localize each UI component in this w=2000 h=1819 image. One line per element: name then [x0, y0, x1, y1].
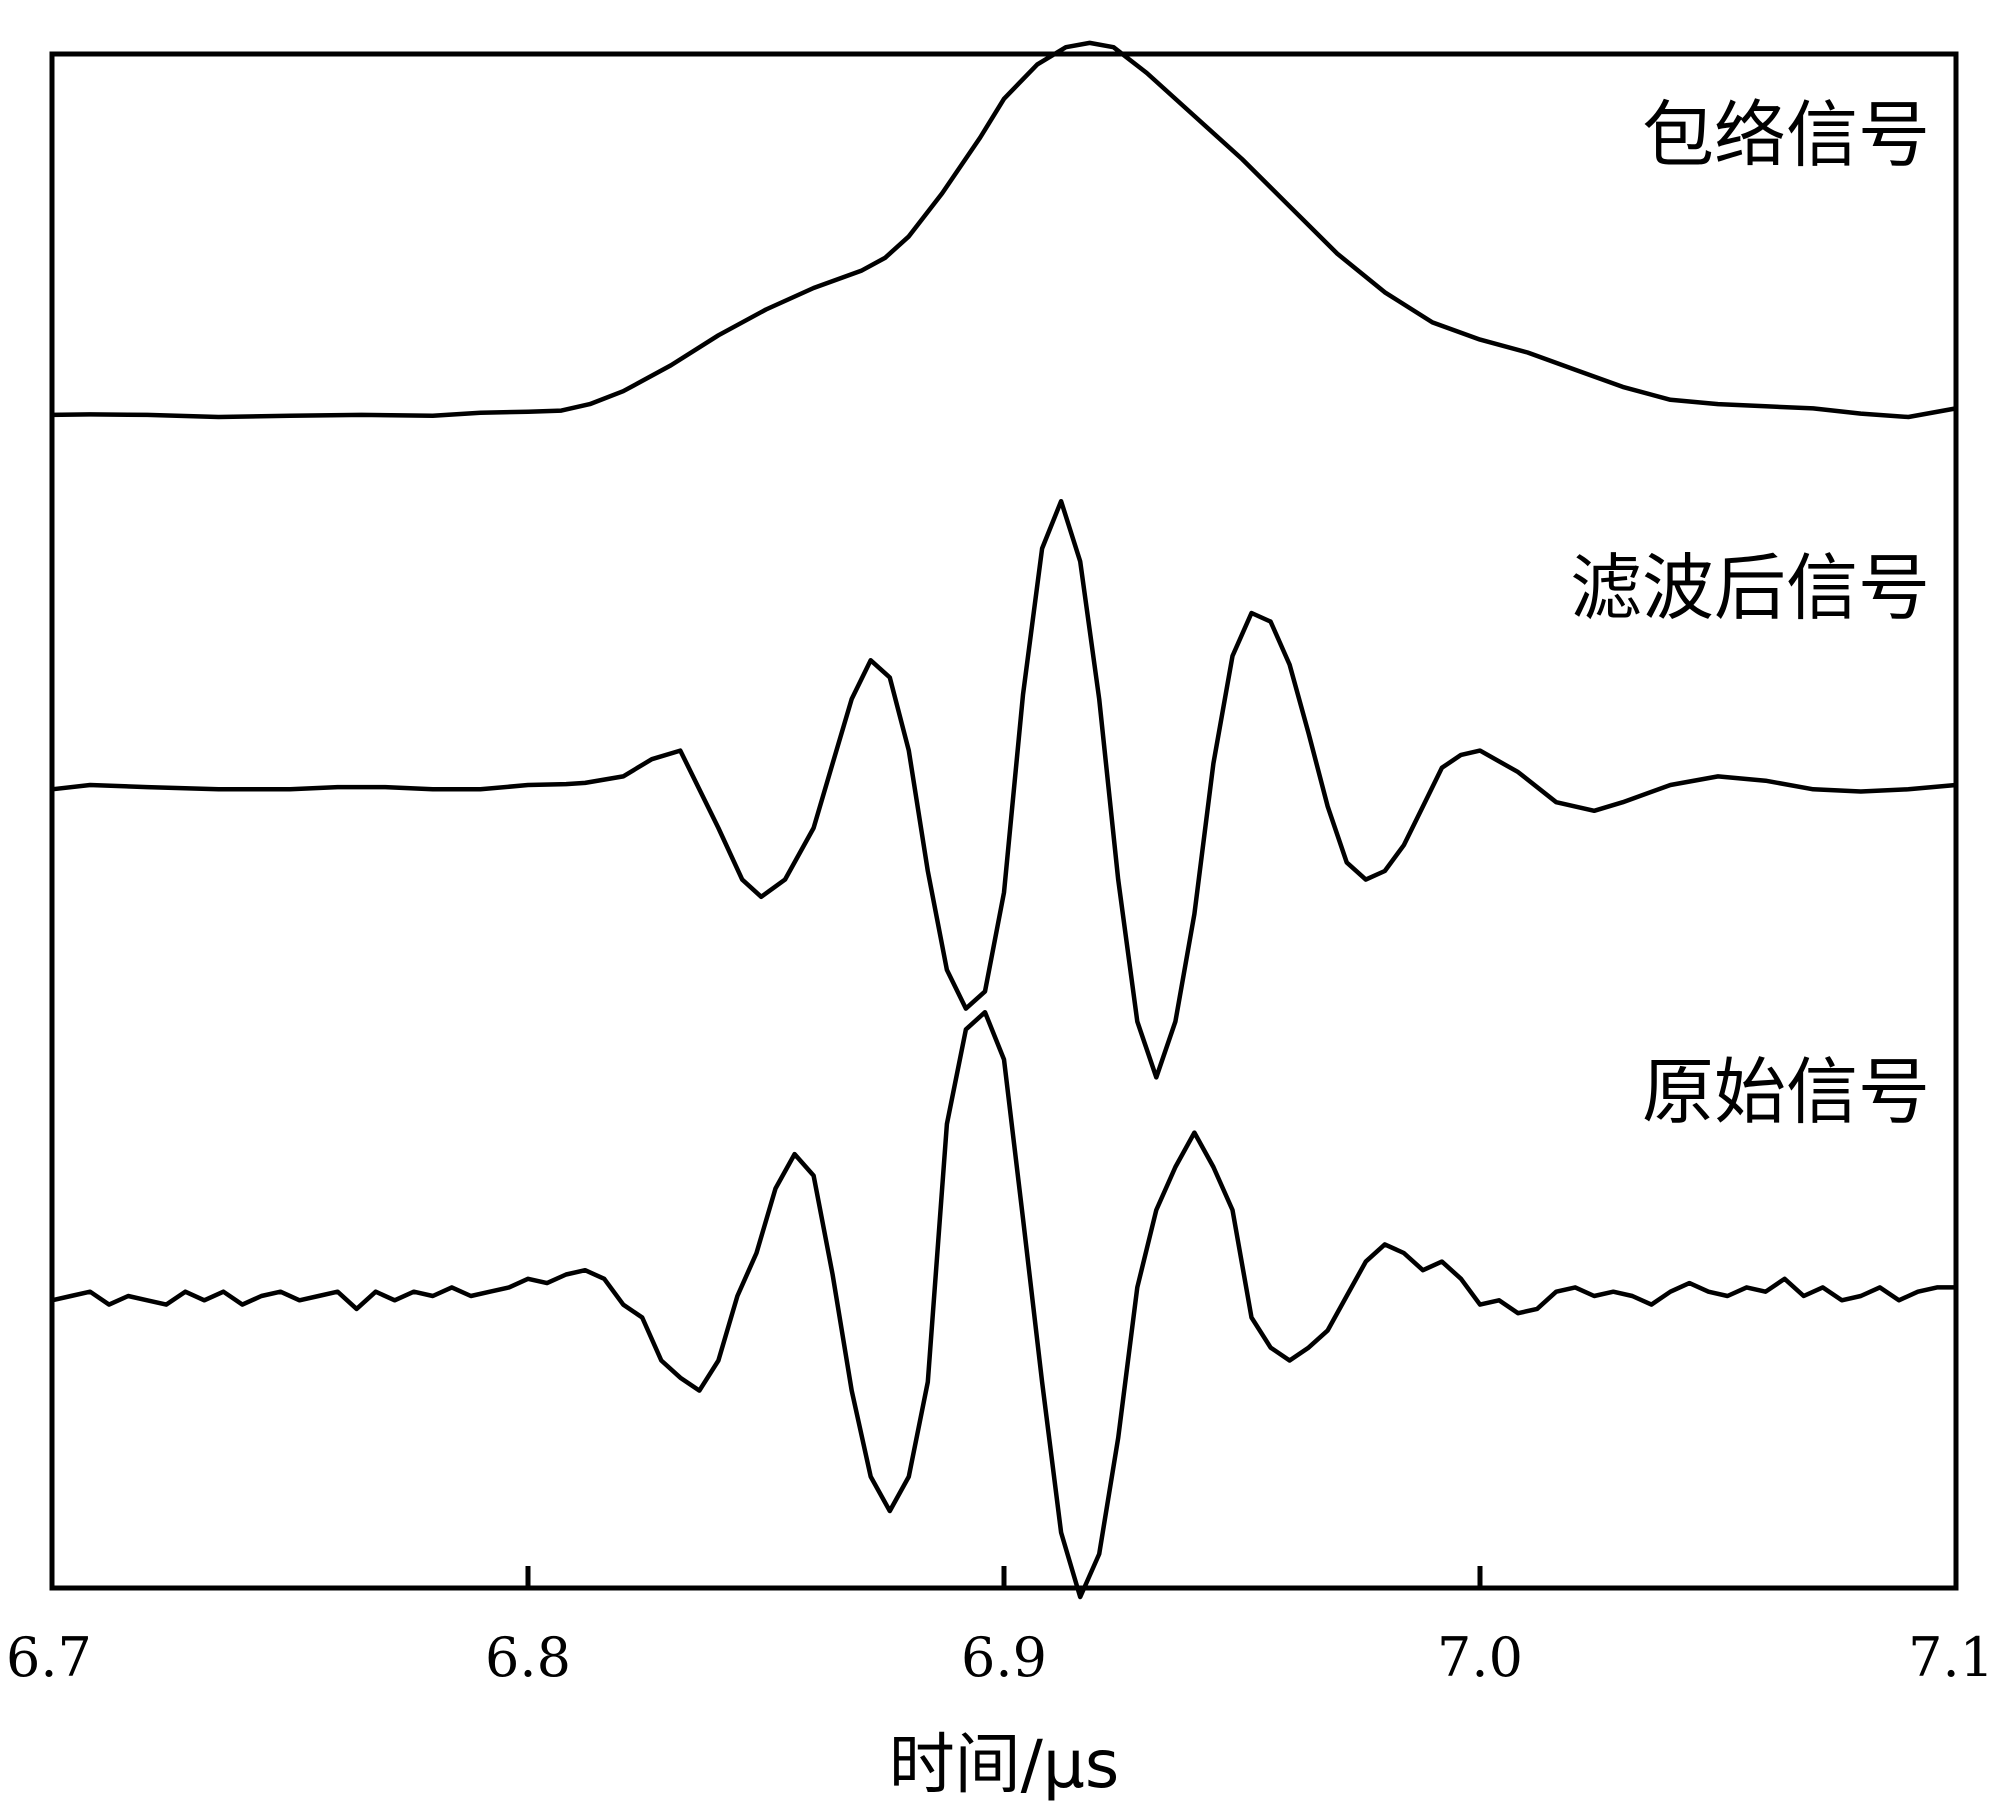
- series-label-1: 滤波后信号: [1570, 546, 1930, 630]
- x-axis-tick-labels: 6.7 6.8 6.9 7.0 7.1: [6, 1626, 1994, 1689]
- x-axis-label: 时间/μs: [889, 1726, 1120, 1803]
- series-line-2: [49, 1009, 1959, 1600]
- x-axis-ticks: [49, 1566, 1959, 1588]
- x-tick-label: 6.9: [961, 1626, 1047, 1689]
- x-tick-label: 7.0: [1437, 1626, 1523, 1689]
- series-label-2: 原始信号: [1642, 1050, 1930, 1134]
- x-tick-label: 7.1: [1908, 1626, 1994, 1689]
- plot-frame: [49, 51, 1959, 1591]
- x-tick-label: 6.8: [485, 1626, 571, 1689]
- series-line-1: [49, 498, 1959, 1080]
- series-layer: [49, 40, 1959, 1600]
- series-line-0: [49, 40, 1959, 420]
- x-tick-label: 6.7: [6, 1626, 92, 1689]
- series-label-0: 包络信号: [1642, 93, 1930, 177]
